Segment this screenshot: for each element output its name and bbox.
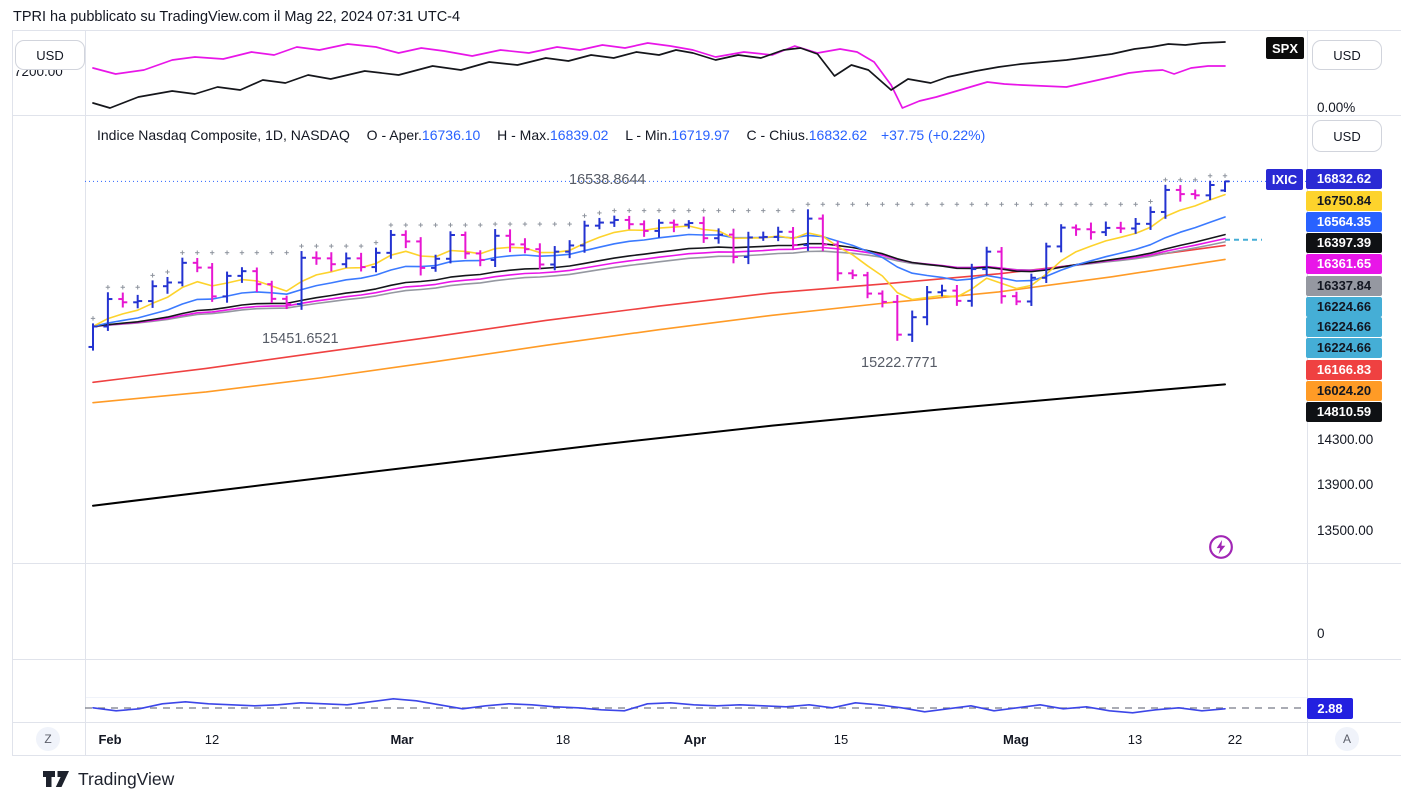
legend-open-value: 16736.10 xyxy=(421,127,481,143)
currency-button-left[interactable]: USD xyxy=(15,40,85,70)
panel2-axis-tick: 0 xyxy=(1317,626,1325,641)
legend-title: Indice Nasdaq Composite, 1D, NASDAQ xyxy=(97,127,350,143)
legend-low-value: 16719.97 xyxy=(671,127,730,143)
compare-right-axis-tick: 0.00% xyxy=(1317,100,1356,115)
time-axis-tick: Mar xyxy=(390,732,414,747)
time-axis-tick: 12 xyxy=(204,732,220,747)
currency-button-compare[interactable]: USD xyxy=(1312,40,1382,70)
currency-button-label: USD xyxy=(36,47,64,63)
main-chart[interactable] xyxy=(85,115,1307,563)
divider xyxy=(12,563,1401,564)
legend-low-label: L - Min. xyxy=(625,127,672,143)
legend-high-label: H - Max. xyxy=(497,127,550,143)
timezone-button[interactable]: Z xyxy=(36,727,60,751)
price-level-label: 16224.66 xyxy=(1306,337,1382,358)
symbol-badge-spx: SPX xyxy=(1266,37,1304,59)
time-axis-tick: 22 xyxy=(1227,732,1243,747)
time-axis-tick: Mag xyxy=(1003,732,1029,747)
price-level-label: 16750.84 xyxy=(1306,190,1382,211)
legend-close-value: 16832.62 xyxy=(808,127,868,143)
gridline xyxy=(85,697,1307,698)
currency-button-label: USD xyxy=(1333,128,1361,144)
price-annotation: 16538.8644 xyxy=(569,172,646,188)
price-level-label: 16224.66 xyxy=(1306,317,1382,337)
price-annotation: 15451.6521 xyxy=(262,331,339,347)
legend-open-label: O - Aper. xyxy=(366,127,422,143)
price-level-label: 16337.84 xyxy=(1306,275,1382,296)
divider xyxy=(12,755,1401,756)
price-level-label: 16166.83 xyxy=(1306,360,1382,380)
legend-high-value: 16839.02 xyxy=(550,127,609,143)
divider xyxy=(85,30,86,755)
divider xyxy=(12,30,13,755)
currency-button-main[interactable]: USD xyxy=(1312,120,1382,152)
time-axis-tick: Feb xyxy=(98,732,122,747)
divider xyxy=(12,722,1401,723)
last-price-label: 16832.62 xyxy=(1306,169,1382,189)
symbol-badge-ixic: IXIC xyxy=(1266,168,1303,190)
price-level-label: 16361.65 xyxy=(1306,254,1382,274)
price-axis-tick: 13500.00 xyxy=(1317,522,1374,538)
price-level-label: 16224.66 xyxy=(1306,296,1382,317)
flash-boost-button[interactable] xyxy=(1208,534,1234,560)
compare-chart[interactable] xyxy=(85,30,1307,115)
divider xyxy=(12,30,1401,31)
legend-change: +37.75 (+0.22%) xyxy=(880,127,986,143)
auto-scale-button[interactable]: A xyxy=(1335,727,1359,751)
divider xyxy=(12,115,1401,116)
price-axis-tick: 14300.00 xyxy=(1317,431,1374,447)
symbol-legend: Indice Nasdaq Composite, 1D, NASDAQ O - … xyxy=(97,127,985,143)
time-axis-tick: Apr xyxy=(683,732,707,747)
time-axis-tick: 15 xyxy=(833,732,849,747)
divider xyxy=(12,659,1401,660)
tradingview-logo-icon[interactable] xyxy=(42,767,70,791)
publish-header: TPRI ha pubblicato su TradingView.com il… xyxy=(13,9,461,25)
price-level-label: 14810.59 xyxy=(1306,402,1382,422)
price-annotation: 15222.7771 xyxy=(861,355,938,371)
indicator-chart[interactable] xyxy=(85,659,1307,722)
tradingview-wordmark[interactable]: TradingView xyxy=(78,769,175,789)
price-level-label: 16564.35 xyxy=(1306,212,1382,232)
price-level-label: 16024.20 xyxy=(1306,381,1382,401)
time-axis-tick: 13 xyxy=(1127,732,1143,747)
currency-button-label: USD xyxy=(1333,47,1361,63)
compare-left-axis-tick: 7200.00 xyxy=(14,70,63,79)
time-axis-tick: 18 xyxy=(555,732,571,747)
lightning-icon xyxy=(1209,535,1233,559)
price-axis-tick: 13900.00 xyxy=(1317,476,1374,492)
legend-close-label: C - Chius. xyxy=(746,127,809,143)
price-level-label: 16397.39 xyxy=(1306,233,1382,253)
indicator-value-badge: 2.88 xyxy=(1307,697,1353,719)
